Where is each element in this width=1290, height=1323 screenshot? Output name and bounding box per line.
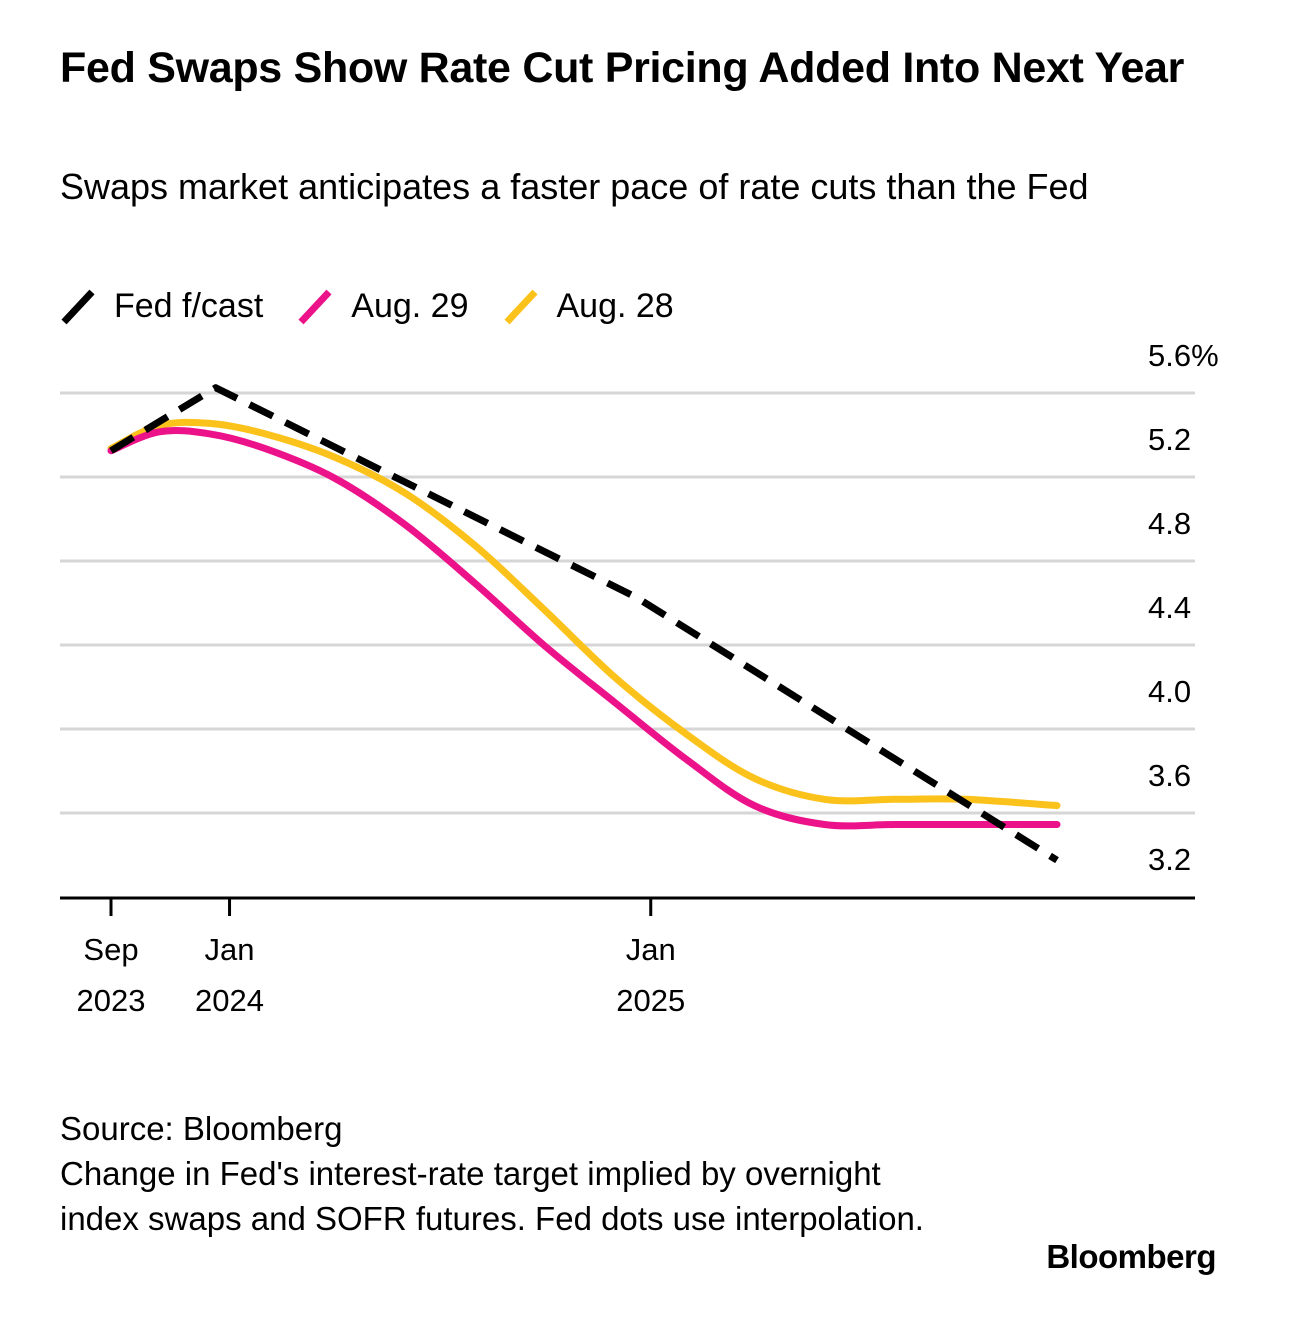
bloomberg-logo: Bloomberg xyxy=(1046,1238,1216,1275)
legend: Fed f/cast Aug. 29 Aug. 28 xyxy=(60,282,708,330)
x-tick-label: 2023 xyxy=(77,983,146,1018)
y-tick-label: 5.6% xyxy=(1148,338,1219,373)
legend-label-aug-28: Aug. 28 xyxy=(556,286,674,325)
y-tick-label: 4.4 xyxy=(1148,590,1191,625)
legend-label-fed-forecast: Fed f/cast xyxy=(114,286,264,325)
y-tick-label: 4.8 xyxy=(1148,506,1191,541)
x-axis: Sep 2023 Jan 2024 Jan 2025 xyxy=(60,896,1195,1018)
y-tick-label: 4.0 xyxy=(1148,674,1191,709)
y-tick-label: 5.2 xyxy=(1148,422,1191,457)
chart-title: Fed Swaps Show Rate Cut Pricing Added In… xyxy=(60,44,1185,92)
legend-item-aug-28: Aug. 28 xyxy=(503,286,674,326)
legend-label-aug-29: Aug. 29 xyxy=(351,286,469,325)
y-tick-label: 3.2 xyxy=(1148,842,1191,877)
x-tick-label: 2024 xyxy=(195,983,264,1018)
y-tick-label: 3.6 xyxy=(1148,758,1191,793)
source-text: Source: Bloomberg xyxy=(60,1110,343,1147)
x-tick-label: 2025 xyxy=(616,983,685,1018)
legend-swatch-aug-29 xyxy=(297,286,333,326)
x-tick-label: Sep xyxy=(83,932,138,967)
x-tick-label: Jan xyxy=(626,932,676,967)
gridlines xyxy=(60,391,1195,815)
series-line-aug-29 xyxy=(107,426,1061,830)
legend-swatch-aug-28 xyxy=(503,286,539,326)
series-line-aug-28 xyxy=(107,418,1061,810)
line-chart: 3.2 3.6 4.0 4.4 4.8 5.2 5.6% Sep 2023 Jan 2024 Jan… xyxy=(60,338,1219,1018)
x-tick-label: Jan xyxy=(205,932,255,967)
footer: Source: Bloomberg Change in Fed's intere… xyxy=(60,1106,960,1241)
y-axis-labels: 3.2 3.6 4.0 4.4 4.8 5.2 5.6% xyxy=(1148,338,1219,877)
legend-item-fed-forecast: Fed f/cast xyxy=(60,286,263,326)
series-line-fed-f-cast xyxy=(109,384,1059,864)
footnote-text: Change in Fed's interest-rate target imp… xyxy=(60,1155,924,1237)
legend-swatch-fed-forecast xyxy=(60,286,96,326)
chart-subtitle: Swaps market anticipates a faster pace o… xyxy=(60,166,1089,207)
legend-item-aug-29: Aug. 29 xyxy=(297,286,469,326)
series-lines xyxy=(107,384,1061,864)
